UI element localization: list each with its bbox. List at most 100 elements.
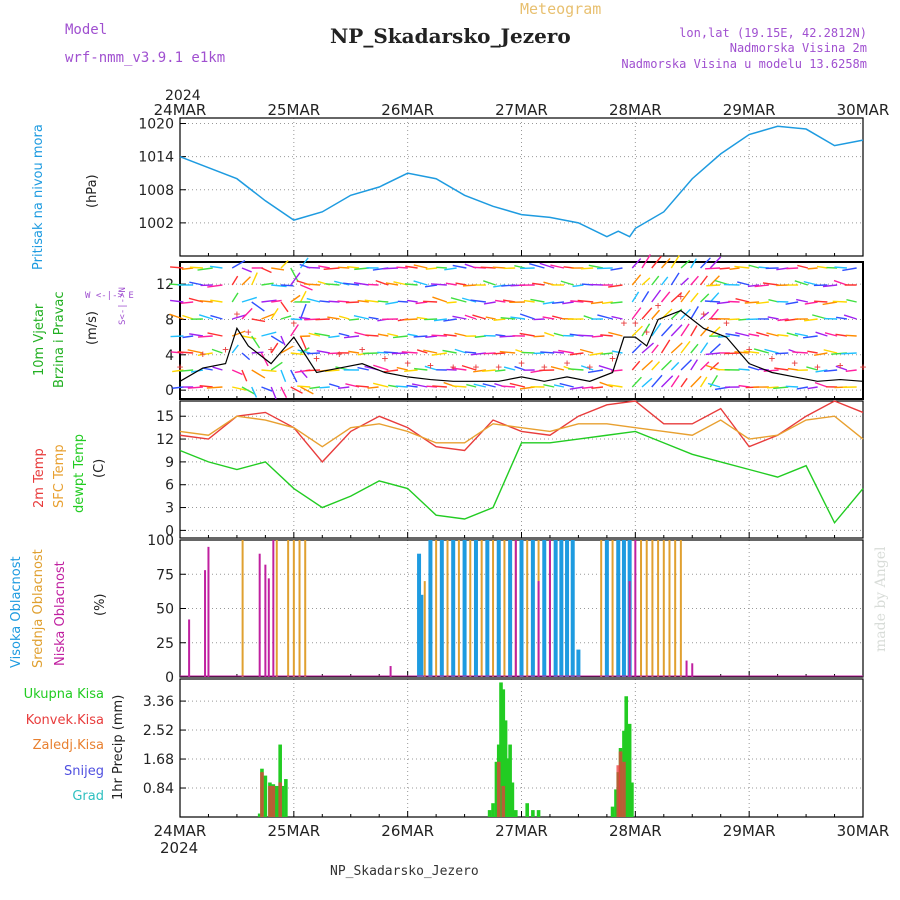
pressure-unit: (hPa) xyxy=(85,174,100,208)
gust-marker: + xyxy=(245,325,252,338)
wind-arrow xyxy=(362,352,379,355)
precip-bar-0 xyxy=(494,761,499,817)
cloud-bar-1 xyxy=(668,540,671,677)
wind-arrow xyxy=(709,292,720,303)
precip-bar-0 xyxy=(487,810,492,817)
wind-arrow xyxy=(680,377,688,388)
wind-arrow xyxy=(845,334,857,337)
wind-arrow xyxy=(823,369,838,372)
wind-arrow xyxy=(492,266,506,269)
wind-arrow xyxy=(754,284,769,288)
wind-arrow xyxy=(290,318,303,321)
wind-arrow xyxy=(446,301,457,304)
x-tick-top-0: 24MAR xyxy=(154,101,207,119)
wind-arrow xyxy=(271,284,287,288)
hail-label: Grad xyxy=(72,789,104,804)
wind-arrow xyxy=(680,359,692,371)
cloud-bar-2 xyxy=(514,540,517,677)
wind-speed-line xyxy=(179,309,864,382)
cloud-bar-2 xyxy=(207,546,210,677)
wind-arrow xyxy=(232,314,247,320)
wind-arrow xyxy=(357,366,369,371)
precip-bar-0 xyxy=(284,779,288,817)
wind-arrow xyxy=(280,315,292,320)
precip-bar-0 xyxy=(614,789,618,817)
gust-marker: + xyxy=(791,356,798,369)
wind-arrow xyxy=(325,283,340,286)
y-tick-label-4: 100 xyxy=(147,533,174,549)
wind-arrow xyxy=(661,359,672,371)
wind-arrow xyxy=(797,264,809,269)
cloud-bar-2 xyxy=(264,564,267,677)
wind-arrow xyxy=(354,267,369,271)
wind-arrow xyxy=(290,369,298,383)
x-tick-bottom-4: 28MAR xyxy=(609,822,662,840)
wind-arrow xyxy=(483,301,496,305)
wind-arrow xyxy=(343,282,360,286)
wind-arrow xyxy=(748,333,760,337)
wind-arrow xyxy=(539,262,555,269)
y-tick-label-4: 12 xyxy=(156,432,174,448)
wind-arrow xyxy=(807,350,818,354)
gust-marker: + xyxy=(609,352,616,365)
model-altitude-label: Nadmorska Visina u modelu 13.6258m xyxy=(621,57,867,71)
wind-arrow xyxy=(521,351,535,354)
precip-bar-0 xyxy=(525,803,529,817)
pressure-line xyxy=(179,125,864,238)
wind-arrow xyxy=(462,284,477,287)
wind-arrow xyxy=(172,369,184,373)
wind-arrow xyxy=(299,257,309,269)
wind-arrow xyxy=(651,374,663,388)
x-tick-bottom-6: 30MAR xyxy=(837,822,890,840)
y-tick-label-3: 3.36 xyxy=(143,694,174,710)
wind-arrow xyxy=(553,332,565,337)
wind-arrow xyxy=(842,267,857,272)
wind-arrow xyxy=(670,375,680,388)
wind-arrow xyxy=(270,307,279,320)
gust-marker: + xyxy=(427,359,434,372)
wind-arrow xyxy=(270,361,283,371)
wind-arrow xyxy=(396,266,408,269)
wind-arrow xyxy=(452,264,467,269)
wind-arrow xyxy=(337,300,350,303)
cloud-bar-1 xyxy=(526,540,529,677)
wind-arrow xyxy=(189,281,204,286)
wind-arrow xyxy=(728,300,740,303)
wind-arrow xyxy=(598,365,613,371)
wind-arrow xyxy=(318,265,330,269)
wind-arrow xyxy=(777,333,789,337)
gust-marker: + xyxy=(541,361,548,374)
wind-arrow xyxy=(338,315,350,320)
wind-panel: 0 4 8 12 + + + + + + + + + + + + + + + + + + + + + + + + + + + + + + + + + + xyxy=(156,254,867,400)
precip-bar-0 xyxy=(506,758,510,817)
wind-arrow xyxy=(690,306,699,320)
cloud-bar-2 xyxy=(204,570,207,677)
cloud-bar-0 xyxy=(576,649,581,677)
precip-bar-1 xyxy=(622,761,626,817)
wind-arrow xyxy=(589,352,604,356)
wind-arrow xyxy=(766,332,779,337)
wind-arrow xyxy=(343,335,360,339)
wind-arrow xyxy=(814,381,828,388)
wind-arrow xyxy=(338,332,350,337)
gust-marker: + xyxy=(336,347,343,360)
wind-arrow xyxy=(241,276,251,286)
y-tick-label-0: 0 xyxy=(165,670,174,686)
cloud-bar-1 xyxy=(600,540,603,677)
wind-arrow xyxy=(572,284,584,288)
x-tick-bottom-5: 29MAR xyxy=(723,822,776,840)
precip-bar-0 xyxy=(536,810,541,817)
precip-bar-1 xyxy=(268,785,272,817)
wind-arrow xyxy=(348,350,360,354)
temp-series-1 xyxy=(179,415,864,448)
wind-arrow xyxy=(734,265,750,269)
wind-arrow xyxy=(631,291,640,303)
cloud-bar-0 xyxy=(565,540,570,677)
wind-arrow xyxy=(756,331,770,337)
temp-unit: (C) xyxy=(92,459,107,478)
wind-arrow xyxy=(670,361,680,371)
mid-cloud-label: Srednja Oblacnost xyxy=(31,549,46,668)
wind-arrow xyxy=(182,314,194,320)
wind-arrow xyxy=(415,301,428,305)
wind-arrow xyxy=(660,339,671,354)
